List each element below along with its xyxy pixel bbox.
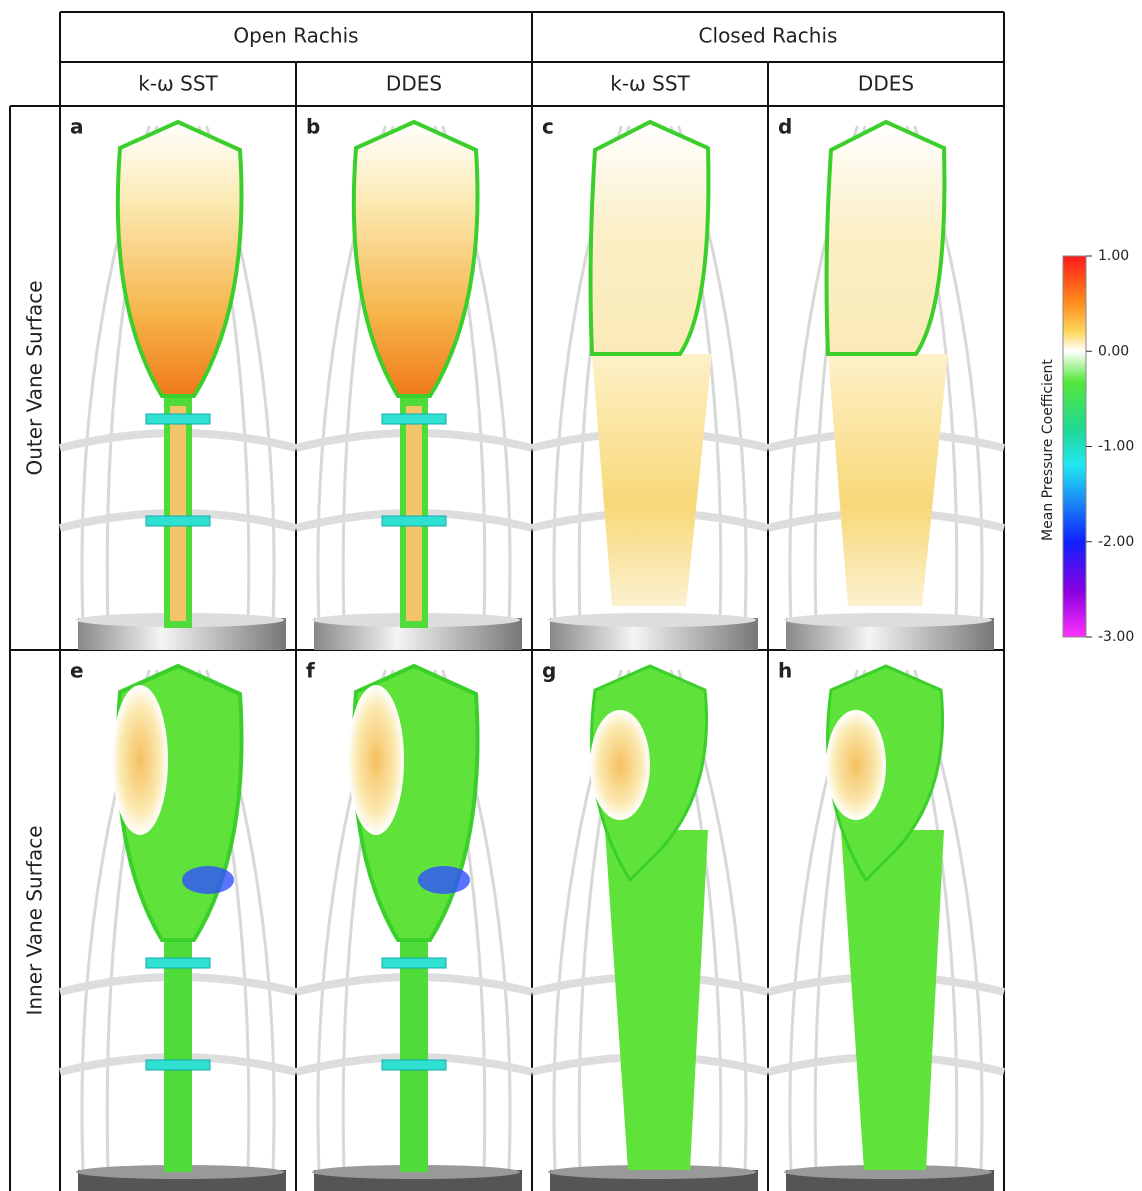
stem-core (406, 406, 422, 621)
crossbar (381, 413, 447, 425)
column-header: DDES (386, 72, 442, 96)
panel (531, 119, 769, 650)
column-header: k-ω SST (610, 72, 690, 96)
panel-letter: g (542, 659, 556, 683)
row-label: Inner Vane Surface (23, 825, 47, 1015)
colorbar-label: Mean Pressure Coefficient (1040, 359, 1056, 541)
panel (295, 663, 533, 1191)
base-top (784, 613, 992, 627)
table-grid (9, 11, 1005, 1191)
hot-spot (590, 710, 650, 820)
crossbar (145, 1059, 211, 1071)
panel-letter: e (70, 659, 84, 683)
colorbar-tick-label: -3.00 (1098, 629, 1134, 645)
colorbar (1062, 255, 1087, 638)
stem (164, 940, 192, 1172)
vane (115, 119, 244, 398)
colorbar-tick-label: -2.00 (1098, 534, 1134, 550)
panel (59, 119, 297, 650)
crossbar (381, 957, 447, 969)
panel-letter: b (306, 115, 320, 139)
hot-spot (348, 685, 404, 835)
base-top (548, 1165, 756, 1179)
group-header: Open Rachis (233, 24, 358, 48)
crossbar (145, 957, 211, 969)
crossbar (381, 1059, 447, 1071)
hot-spot (826, 710, 886, 820)
base-top (548, 613, 756, 627)
crossbar (145, 515, 211, 527)
panel-letter: h (778, 659, 792, 683)
panel (59, 663, 297, 1191)
vane (824, 119, 947, 356)
rachis (828, 354, 948, 606)
suction-spot (182, 866, 234, 894)
panel (767, 119, 1005, 650)
row-label: Outer Vane Surface (23, 280, 47, 475)
crossbar (381, 515, 447, 527)
colorbar-tick-label: -1.00 (1098, 439, 1134, 455)
column-header: k-ω SST (138, 72, 218, 96)
colorbar-tick-label: 1.00 (1098, 248, 1129, 264)
panel-letter: d (778, 115, 792, 139)
panel (295, 119, 533, 650)
group-header: Closed Rachis (699, 24, 838, 48)
labels: Open Rachis Closed Rachis k-ω SST DDES k-ω S… (23, 24, 915, 1016)
panel (531, 664, 769, 1191)
rachis (592, 354, 712, 606)
base-top (784, 1165, 992, 1179)
hot-spot (112, 685, 168, 835)
stem (400, 940, 428, 1172)
crossbar (145, 413, 211, 425)
rachis (841, 830, 944, 1170)
column-header: DDES (858, 72, 914, 96)
panel-letter: a (70, 115, 84, 139)
vane (351, 119, 480, 398)
suction-spot (418, 866, 470, 894)
panel-letter: c (542, 115, 554, 139)
panel (767, 664, 1005, 1191)
colorbar-tick-label: 0.00 (1098, 343, 1129, 359)
panels (59, 119, 1005, 1191)
stem-core (170, 406, 186, 621)
panel-letter: f (306, 659, 315, 683)
vane (588, 119, 711, 356)
rachis (605, 830, 708, 1170)
